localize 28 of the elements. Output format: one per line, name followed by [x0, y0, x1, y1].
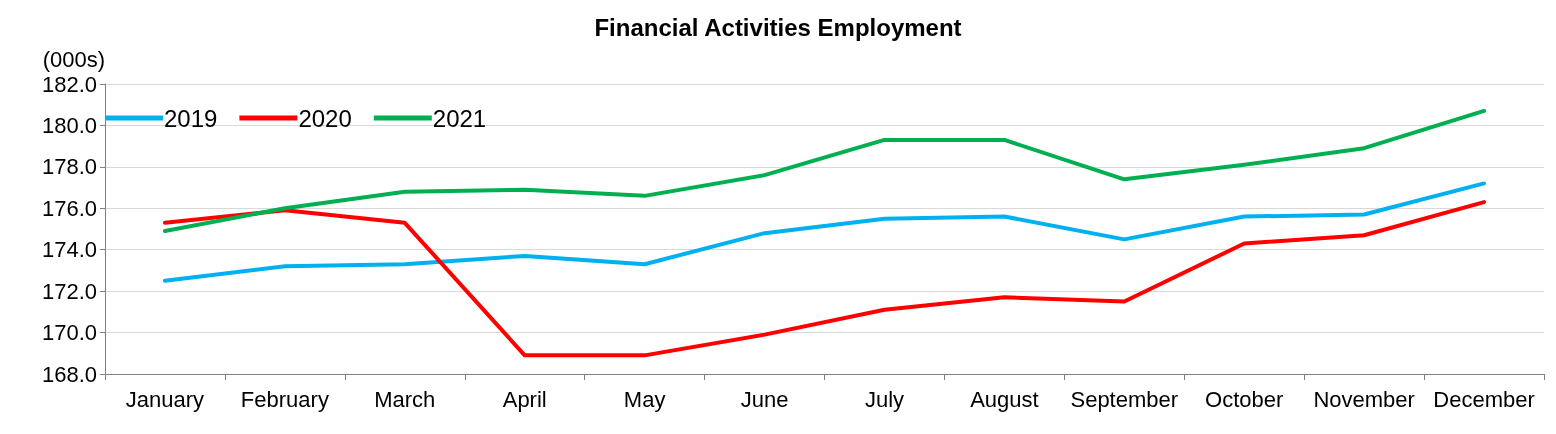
legend-label: 2021	[432, 104, 487, 132]
y-tick-label: 180.0	[41, 112, 97, 138]
y-tick-label: 174.0	[41, 237, 97, 263]
chart-title: Financial Activities Employment	[594, 13, 962, 41]
y-tick-label: 170.0	[41, 320, 97, 346]
x-tick-label: June	[740, 386, 789, 412]
y-tick-label: 176.0	[41, 195, 97, 221]
y-tick-label: 172.0	[41, 278, 97, 304]
legend-label: 2019	[164, 104, 218, 132]
x-tick-label: February	[240, 386, 329, 412]
y-tick-label: 178.0	[41, 154, 97, 180]
y-axis-title: (000s)	[42, 46, 105, 72]
y-tick-label: 168.0	[41, 361, 97, 387]
x-tick-label: August	[970, 386, 1039, 412]
x-tick-label: December	[1433, 386, 1535, 412]
line-series	[162, 181, 1487, 283]
line-series	[162, 108, 1487, 234]
x-tick-label: July	[864, 386, 905, 412]
x-tick-label: March	[374, 386, 436, 412]
x-tick-label: September	[1070, 386, 1179, 412]
line-series	[162, 200, 1487, 358]
legend-label: 2020	[298, 104, 352, 132]
y-tick-label: 182.0	[41, 71, 97, 97]
x-tick-label: May	[623, 386, 666, 412]
x-tick-label: November	[1313, 386, 1415, 412]
x-tick-label: April	[502, 386, 547, 412]
x-tick-label: January	[125, 386, 205, 412]
x-tick-label: October	[1205, 386, 1284, 412]
